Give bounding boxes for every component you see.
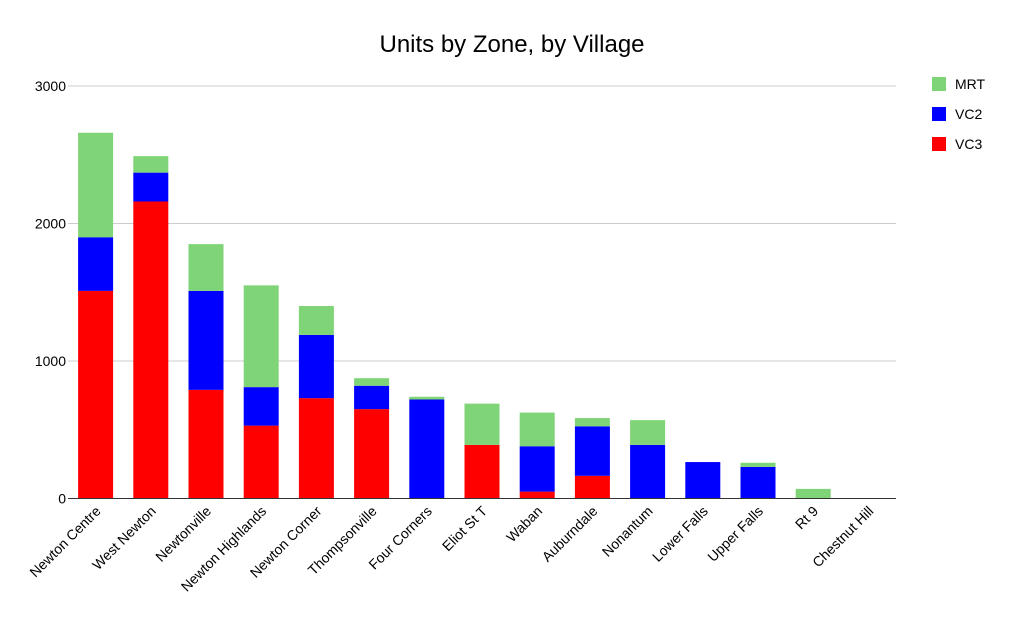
chart-title: Units by Zone, by Village: [379, 31, 644, 58]
bar-segment-vc2: [188, 290, 224, 390]
bar-segment-mrt: [354, 378, 390, 386]
x-tick-label: Auburndale: [539, 503, 601, 565]
bar-segment-mrt: [574, 418, 610, 427]
legend-label-mrt: MRT: [955, 76, 986, 92]
bar-segment-vc3: [243, 425, 279, 499]
x-tick-label: Rt 9: [792, 503, 822, 533]
y-tick-label: 1000: [35, 353, 66, 369]
bar-segment-mrt: [630, 420, 666, 445]
y-tick-label: 3000: [35, 78, 66, 94]
bars: [78, 132, 831, 499]
x-tick-label: Nonantum: [599, 503, 656, 560]
legend-swatch-mrt: [932, 77, 946, 91]
x-tick-label: Eliot St T: [439, 502, 491, 554]
bar-segment-vc2: [298, 334, 334, 399]
y-tick-label: 2000: [35, 216, 66, 232]
bar-segment-vc2: [409, 399, 445, 499]
x-tick-label: Lower Falls: [649, 503, 711, 565]
bar-segment-vc2: [630, 444, 666, 499]
y-axis-ticks: 0 1000 2000 3000: [35, 78, 66, 507]
legend-swatch-vc3: [932, 137, 946, 151]
bar-segment-mrt: [519, 412, 555, 447]
bar-segment-mrt: [78, 132, 114, 238]
bar-segment-mrt: [740, 462, 776, 467]
bar-segment-mrt: [795, 488, 831, 499]
bar-segment-vc2: [354, 385, 390, 410]
bar-segment-vc3: [188, 389, 224, 499]
bar-segment-vc2: [78, 237, 114, 291]
bar-segment-vc3: [574, 475, 610, 499]
bar-segment-vc3: [519, 491, 555, 499]
bar-segment-vc3: [354, 409, 390, 499]
bar-segment-mrt: [464, 403, 500, 445]
bar-segment-vc3: [464, 444, 500, 499]
x-tick-label: Newton Centre: [26, 503, 103, 580]
bar-segment-mrt: [133, 156, 169, 173]
bar-segment-vc2: [685, 462, 721, 499]
bar-segment-vc3: [78, 290, 114, 499]
bar-segment-mrt: [243, 285, 279, 388]
bar-segment-vc3: [133, 201, 169, 499]
bar-segment-vc2: [243, 387, 279, 426]
legend-label-vc2: VC2: [955, 106, 982, 122]
x-tick-label: Upper Falls: [704, 503, 766, 565]
bar-segment-mrt: [409, 396, 445, 400]
x-tick-label: Waban: [503, 503, 545, 545]
legend-swatch-vc2: [932, 107, 946, 121]
bar-segment-mrt: [188, 244, 224, 291]
bar-segment-vc2: [740, 466, 776, 499]
bar-segment-mrt: [298, 306, 334, 335]
bar-segment-vc3: [298, 398, 334, 499]
y-tick-label: 0: [58, 491, 66, 507]
bar-segment-vc2: [574, 426, 610, 476]
legend-label-vc3: VC3: [955, 136, 982, 152]
legend: MRT VC2 VC3: [932, 76, 986, 152]
bar-segment-vc2: [519, 446, 555, 492]
bar-segment-vc2: [133, 172, 169, 202]
